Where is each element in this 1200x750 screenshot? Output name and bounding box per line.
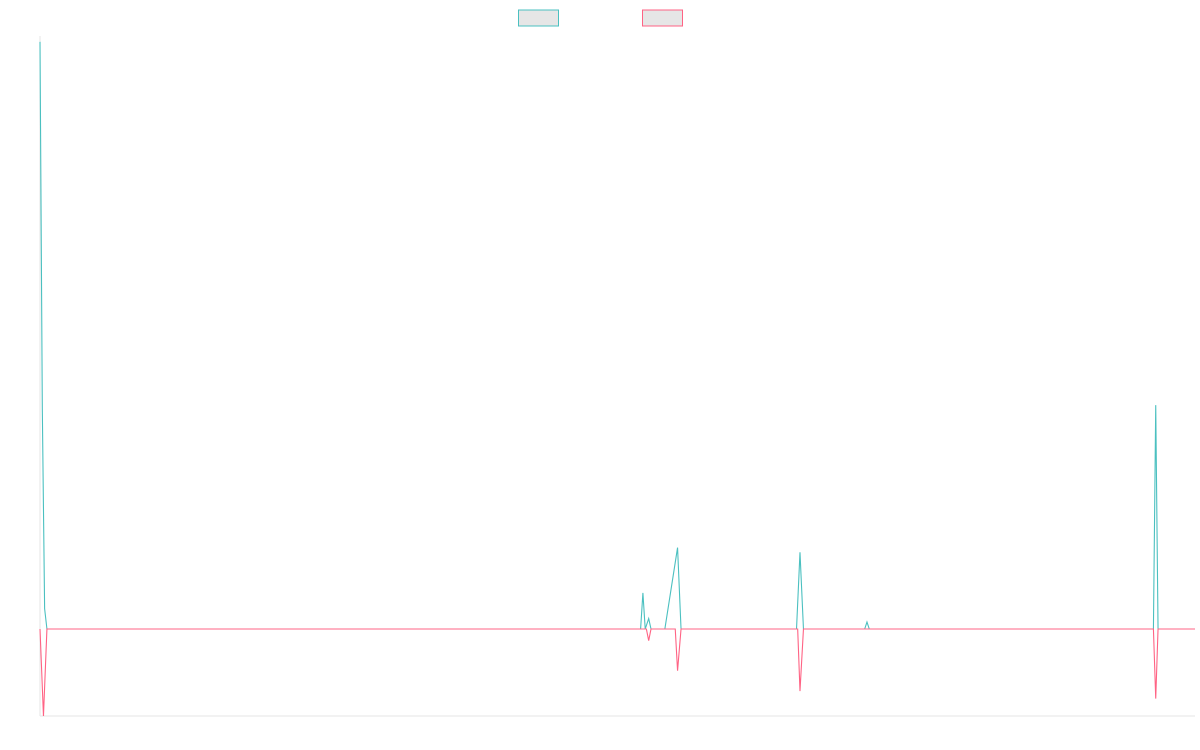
chart-legend: [518, 9, 683, 27]
legend-swatch-1: [518, 9, 559, 27]
series-line-2: [39, 628, 1195, 717]
plot-area: [39, 41, 1195, 717]
legend-swatch-2: [642, 9, 683, 27]
chart-axes: [39, 36, 1195, 717]
series-line-1: [39, 41, 1195, 630]
